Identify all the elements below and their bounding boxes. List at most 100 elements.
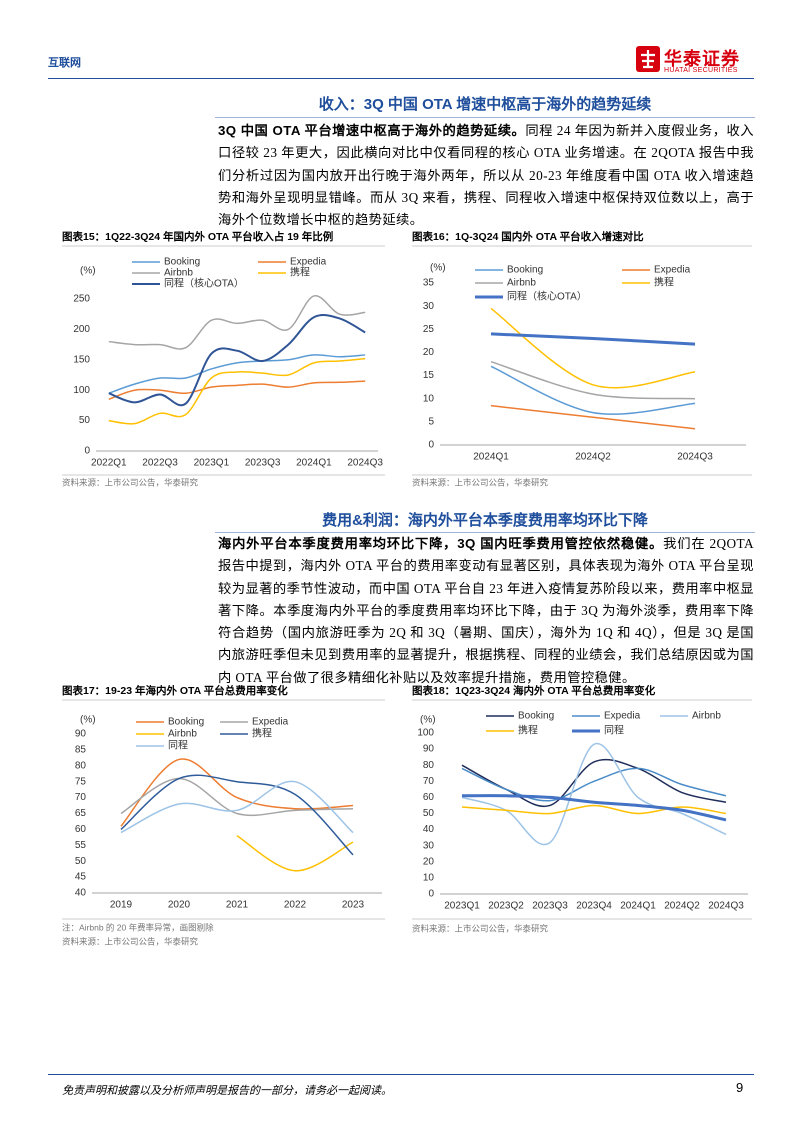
chart-source: 资料来源：上市公司公告，华泰研究 — [62, 936, 199, 946]
series-line — [490, 332, 696, 346]
series-line — [490, 307, 696, 389]
x-tick-label: 2024Q1 — [296, 458, 332, 469]
series-line — [120, 777, 354, 817]
section-title: 费用&利润：海内外平台本季度费用率均环比下降 — [322, 512, 648, 529]
legend-label: Airbnb — [507, 278, 536, 289]
paragraph: 3Q 中国 OTA 平台增速中枢高于海外的趋势延续。同程 24 年因为新并入度假… — [218, 120, 754, 231]
x-tick-label: 2023Q2 — [488, 901, 524, 912]
x-tick-label: 2021 — [226, 900, 249, 911]
y-tick-label: 250 — [73, 294, 90, 305]
x-tick-label: 2020 — [168, 900, 191, 911]
series-line — [490, 365, 696, 415]
series-line — [236, 835, 354, 872]
y-tick-label: 100 — [417, 728, 434, 739]
y-tick-label: 30 — [423, 840, 435, 851]
legend-label: Booking — [518, 711, 554, 722]
series-line — [461, 804, 727, 815]
y-axis-unit: (%) — [80, 266, 96, 277]
logo-text: 华泰证券 — [664, 49, 740, 69]
legend-label: 携程 — [654, 276, 674, 289]
series-line — [108, 314, 366, 407]
y-tick-label: 10 — [423, 393, 435, 404]
legend-label: Booking — [507, 265, 543, 276]
x-tick-label: 2023 — [342, 900, 365, 911]
chart-source: 资料来源：上市公司公告，华泰研究 — [412, 477, 549, 487]
y-tick-label: 10 — [423, 873, 435, 884]
legend-label: Expedia — [290, 257, 327, 268]
y-tick-label: 60 — [75, 824, 87, 835]
series-line — [490, 360, 696, 400]
legend-label: 同程 — [604, 725, 624, 737]
y-tick-label: 90 — [423, 744, 435, 755]
series-line — [461, 767, 727, 802]
chart-title: 图表18：1Q23-3Q24 海内外 OTA 平台总费用率变化 — [412, 684, 656, 697]
y-tick-label: 200 — [73, 324, 90, 335]
header-section: 互联网 — [48, 57, 81, 69]
y-tick-label: 90 — [75, 729, 87, 740]
x-tick-label: 2023Q4 — [576, 901, 612, 912]
x-tick-label: 2023Q3 — [532, 901, 568, 912]
series-line — [108, 357, 366, 425]
y-tick-label: 5 — [428, 416, 434, 427]
y-tick-label: 50 — [75, 856, 87, 867]
chart-title: 图表17：19-23 年海内外 OTA 平台总费用率变化 — [62, 684, 288, 697]
chart-note: 注：Airbnb 的 20 年费率异常，画图剔除 — [62, 922, 214, 932]
x-tick-label: 2024Q1 — [473, 452, 509, 463]
y-tick-label: 55 — [75, 840, 87, 851]
y-tick-label: 70 — [75, 792, 87, 803]
chart-title: 图表15：1Q22-3Q24 年国内外 OTA 平台收入占 19 年比例 — [62, 230, 333, 243]
legend-label: Airbnb — [164, 268, 193, 279]
y-tick-label: 100 — [73, 385, 90, 396]
series-line — [490, 404, 696, 430]
x-tick-label: 2022Q1 — [91, 458, 127, 469]
series-line — [461, 758, 727, 808]
y-tick-label: 70 — [423, 776, 435, 787]
section-rule — [215, 532, 755, 533]
legend-label: 携程 — [518, 724, 538, 737]
series-line — [108, 295, 366, 350]
series-line — [108, 380, 366, 401]
y-tick-label: 40 — [423, 824, 435, 835]
y-tick-label: 50 — [79, 415, 91, 426]
series-line — [120, 780, 354, 834]
legend-label: Airbnb — [168, 729, 197, 740]
section-rule — [215, 117, 755, 118]
legend-label: 同程（核心OTA） — [164, 277, 244, 290]
series-line — [461, 794, 727, 822]
x-tick-label: 2024Q3 — [677, 452, 713, 463]
y-tick-label: 15 — [423, 370, 435, 381]
y-tick-label: 65 — [75, 808, 87, 819]
lead: 海内外平台本季度费用率均环比下降，3Q 国内旺季费用管控依然稳健。 — [218, 536, 664, 551]
x-tick-label: 2022 — [284, 900, 307, 911]
legend-label: Expedia — [604, 711, 641, 722]
legend-label: 同程 — [168, 740, 188, 752]
x-tick-label: 2024Q3 — [708, 901, 744, 912]
y-tick-label: 25 — [423, 324, 435, 335]
y-tick-label: 30 — [423, 301, 435, 312]
header-rule — [48, 78, 754, 79]
legend-label: Airbnb — [692, 711, 721, 722]
body: 我们在 2QOTA 报告中提到，海内外 OTA 平台的费用率变动有显著区别，具体… — [218, 536, 754, 685]
chart-source: 资料来源：上市公司公告，华泰研究 — [62, 477, 199, 487]
disclaimer: 免责声明和披露以及分析师声明是报告的一部分，请务必一起阅读。 — [62, 1085, 392, 1097]
legend-label: 同程（核心OTA） — [507, 290, 587, 303]
y-tick-label: 80 — [75, 760, 87, 771]
paragraph: 海内外平台本季度费用率均环比下降，3Q 国内旺季费用管控依然稳健。我们在 2QO… — [218, 533, 754, 689]
x-tick-label: 2024Q2 — [664, 901, 700, 912]
y-axis-unit: (%) — [80, 715, 96, 726]
chart-title: 图表16：1Q-3Q24 国内外 OTA 平台收入增速对比 — [412, 230, 644, 243]
x-tick-label: 2019 — [110, 900, 133, 911]
y-tick-label: 60 — [423, 792, 435, 803]
y-tick-label: 45 — [75, 872, 87, 883]
y-axis-unit: (%) — [430, 263, 446, 274]
charts: 图表15：1Q22-3Q24 年国内外 OTA 平台收入占 19 年比例 (%) 0… — [62, 230, 752, 946]
y-tick-label: 85 — [75, 745, 87, 756]
section-title: 收入：3Q 中国 OTA 增速中枢高于海外的趋势延续 — [318, 96, 652, 113]
x-tick-label: 2024Q3 — [347, 458, 383, 469]
x-tick-label: 2023Q1 — [194, 458, 230, 469]
legend-label: 携程 — [290, 266, 310, 279]
y-tick-label: 0 — [84, 446, 90, 457]
logo-subtext: HUATAI SECURITIES — [664, 67, 738, 74]
page-number: 9 — [736, 1080, 744, 1095]
